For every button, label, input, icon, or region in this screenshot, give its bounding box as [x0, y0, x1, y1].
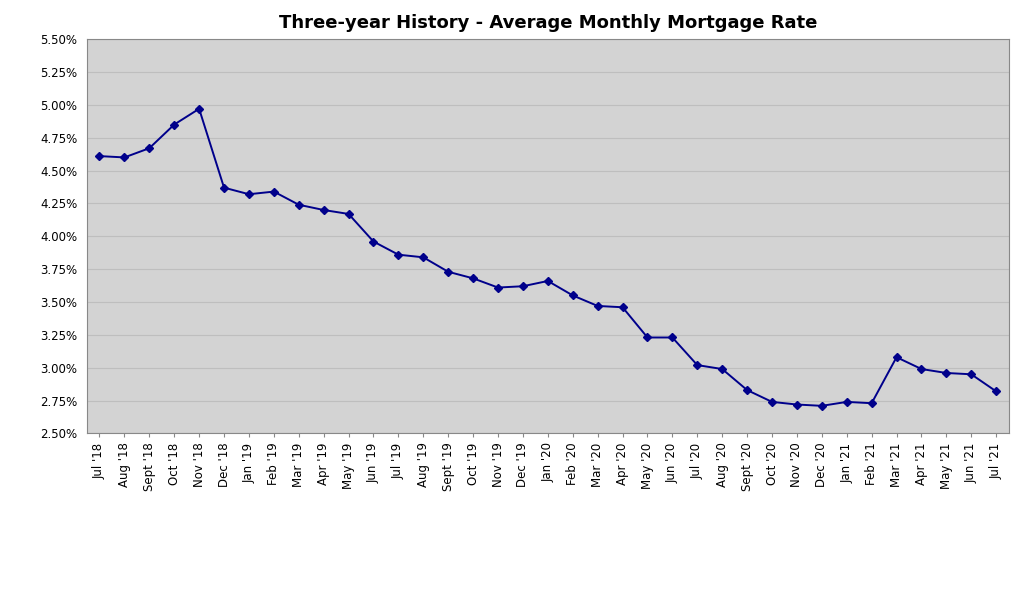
Title: Three-year History - Average Monthly Mortgage Rate: Three-year History - Average Monthly Mor… — [279, 14, 817, 32]
